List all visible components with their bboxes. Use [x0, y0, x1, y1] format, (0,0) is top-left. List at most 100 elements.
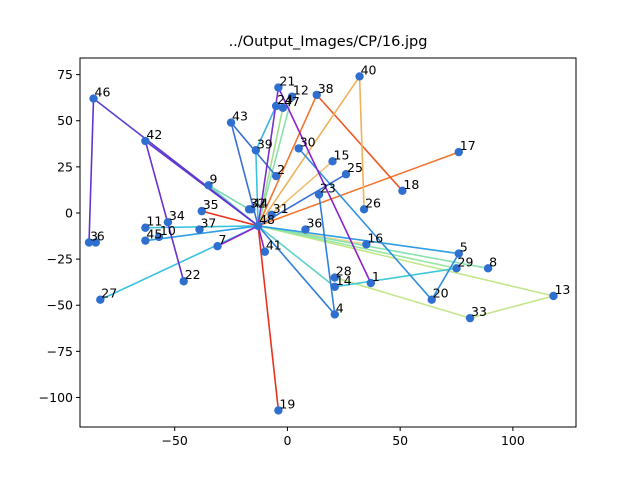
point-label-29: 29: [458, 254, 474, 269]
data-point-23: [314, 190, 324, 199]
data-point-33: [465, 313, 475, 323]
segment-48-8: [257, 225, 489, 270]
y-tick-label: 50: [57, 113, 73, 128]
data-point-35: [197, 206, 206, 216]
point-label-13: 13: [554, 282, 570, 297]
data-point-24: [271, 101, 281, 111]
point-label-16: 16: [367, 230, 383, 245]
point-label-40: 40: [361, 62, 377, 77]
y-axis-ticks: −100 −75 −50 −25 0 25 50 75: [39, 67, 80, 405]
data-point-8: [483, 264, 493, 273]
point-label-15: 15: [334, 147, 350, 162]
data-point-29: [452, 264, 461, 273]
segment-48-35: [200, 210, 259, 227]
data-point-14: [330, 282, 339, 291]
segment-4-23: [318, 193, 336, 316]
data-point-40: [355, 72, 364, 81]
point-label-36: 36: [306, 216, 322, 231]
data-point-30: [294, 144, 303, 153]
point-label-32: 32: [250, 195, 266, 210]
segment-33-28: [333, 276, 471, 319]
point-label-38: 38: [318, 81, 334, 96]
y-tick-label: −100: [39, 390, 73, 405]
segment-48-39: [255, 149, 259, 227]
data-point-15: [328, 157, 337, 166]
data-point-37: [195, 225, 204, 234]
y-tick-label: 0: [65, 205, 73, 220]
segment-38-18: [315, 94, 404, 192]
segment-48-45: [144, 225, 259, 242]
point-label-24: 24: [277, 92, 293, 107]
data-point-38: [312, 90, 321, 100]
point-label-9: 9: [210, 171, 218, 186]
data-point-27: [96, 295, 105, 304]
point-label-23: 23: [320, 181, 336, 196]
point-label-42: 42: [146, 127, 162, 142]
segment-48-19: [257, 225, 280, 412]
data-point-25: [341, 170, 351, 179]
data-point-22: [179, 277, 188, 286]
data-point-5: [454, 249, 463, 258]
data-point-12: [287, 92, 297, 101]
point-label-41: 41: [266, 238, 282, 253]
data-point-4: [330, 310, 339, 319]
data-point-28: [330, 273, 339, 282]
point-label-34: 34: [169, 208, 185, 223]
point-label-30: 30: [300, 134, 316, 149]
point-label-6: 6: [97, 229, 105, 244]
point-label-12: 12: [293, 83, 309, 98]
data-point-48: [253, 221, 263, 231]
chart-title: ../Output_Images/CP/16.jpg: [228, 34, 428, 50]
point-labels: 1245789101112131415161718192021222324252…: [90, 62, 570, 411]
x-tick-label: 50: [392, 433, 408, 448]
point-label-21: 21: [279, 74, 295, 89]
data-point-34: [163, 218, 173, 227]
point-label-37: 37: [200, 216, 216, 231]
segment-48-12: [257, 95, 293, 227]
point-label-8: 8: [489, 254, 497, 269]
data-point-6: [91, 238, 100, 247]
segment-42-22: [144, 140, 185, 283]
plot-frame: [79, 57, 577, 428]
data-point-42: [141, 136, 150, 146]
point-label-14: 14: [336, 273, 352, 288]
segment-48-13: [257, 225, 555, 297]
data-point-19: [274, 406, 283, 415]
point-label-7: 7: [219, 232, 227, 247]
point-label-26: 26: [365, 195, 381, 210]
segment-48-42: [144, 140, 259, 227]
point-label-43: 43: [232, 109, 248, 124]
data-point-17: [454, 147, 463, 157]
data-point-43: [226, 118, 236, 127]
y-tick-label: 25: [57, 159, 73, 174]
segment-40-26: [358, 75, 365, 211]
data-point-9: [204, 181, 213, 190]
point-label-18: 18: [403, 177, 419, 192]
segment-14-29: [333, 267, 458, 288]
x-axis-ticks: −50 0 50 100: [161, 427, 525, 448]
x-tick-label: 0: [283, 433, 291, 448]
segment-39-24: [255, 105, 277, 152]
segment-48-21: [257, 86, 280, 227]
data-point-1: [366, 278, 376, 288]
data-point-16: [362, 240, 371, 249]
point-label-39: 39: [257, 136, 273, 151]
segment-21-1: [277, 86, 372, 284]
point-label-5: 5: [460, 240, 468, 255]
point-label-17: 17: [460, 138, 476, 153]
data-point-47: [278, 103, 288, 113]
data-point-11: [141, 223, 150, 232]
y-tick-label: −75: [47, 344, 73, 359]
segment-48-17: [257, 151, 460, 227]
segment-48-29: [257, 225, 458, 270]
point-label-28: 28: [336, 264, 352, 279]
point-label-44: 44: [252, 195, 268, 210]
data-point-10: [154, 232, 164, 242]
data-point-46: [89, 94, 98, 103]
point-label-22: 22: [185, 267, 201, 282]
segment-9-32: [207, 184, 250, 211]
point-label-46: 46: [95, 85, 111, 100]
point-label-3: 3: [90, 229, 98, 244]
